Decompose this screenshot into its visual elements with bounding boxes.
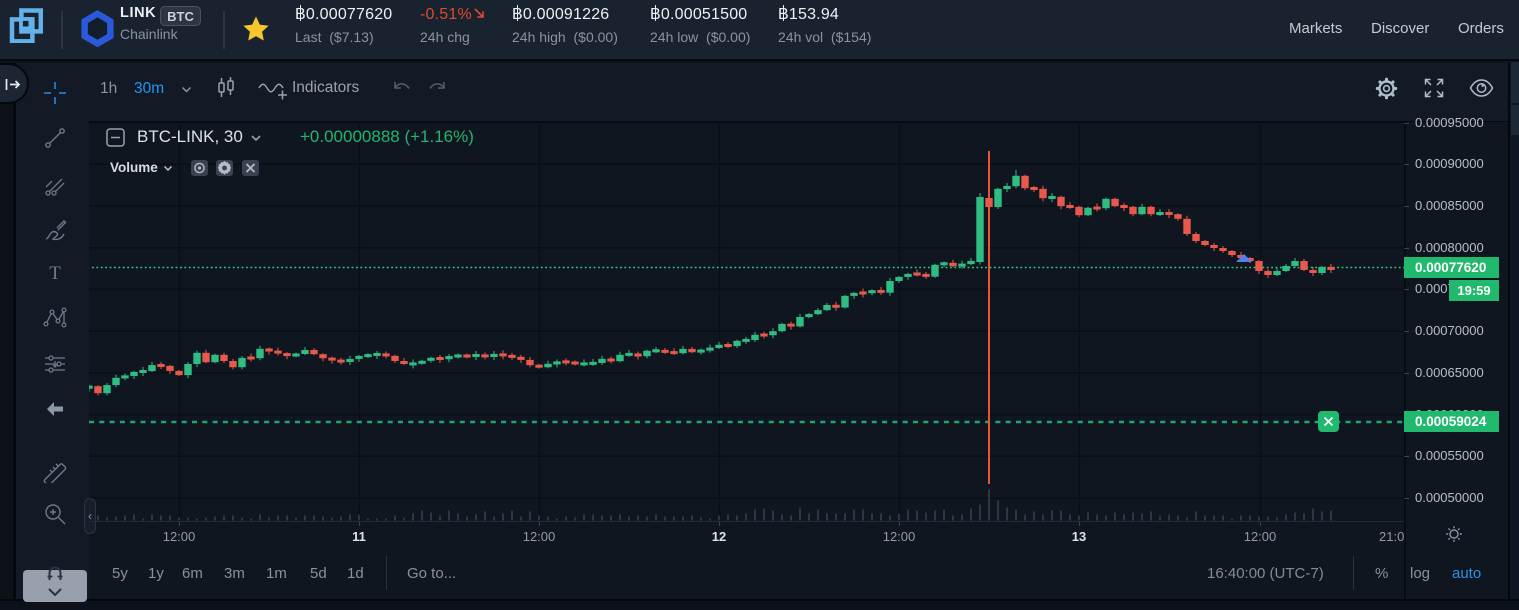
svg-text:T: T — [49, 263, 61, 284]
